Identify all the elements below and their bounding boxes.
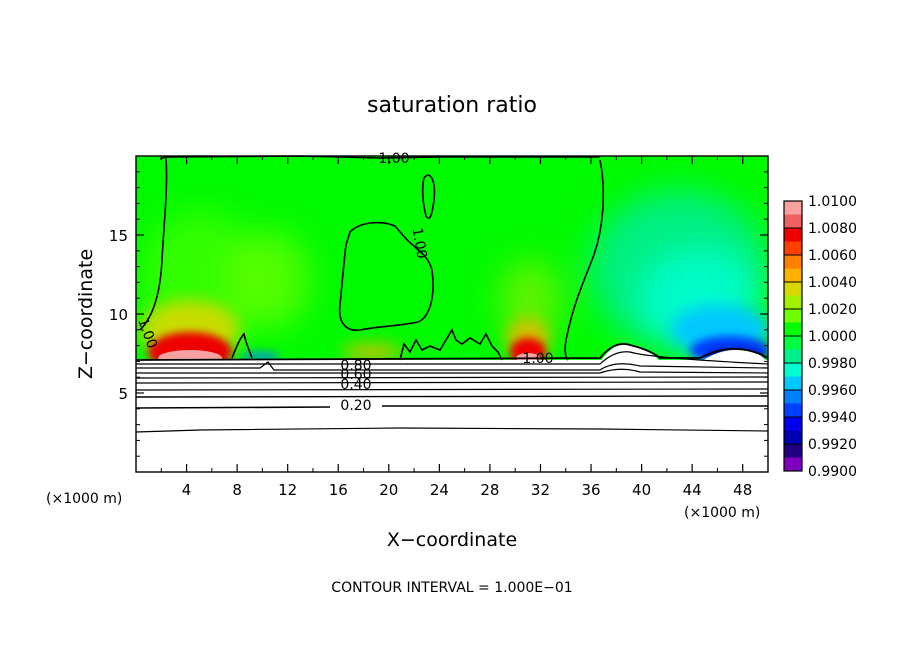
contour-1-00-thin	[421, 174, 436, 219]
y-axis-ticks: 5 10 15	[109, 171, 768, 457]
field-blob-yellowgreen-left	[230, 230, 310, 330]
contour-1-00-left-arc	[231, 332, 253, 359]
colorbar-label-0.9960: 0.9960	[808, 383, 857, 399]
colorbar-swatch	[784, 349, 802, 364]
colorbar-label-1.0040: 1.0040	[808, 275, 857, 291]
contour-label: 0.20	[340, 398, 371, 414]
colorbar-swatch	[784, 403, 802, 418]
contour-label: 1.00	[522, 351, 553, 367]
x-unit-label: (×1000 m)	[684, 505, 760, 521]
x-tick-label-44: 44	[683, 481, 702, 499]
y-tick-label-15: 15	[109, 227, 128, 245]
contour-1-00-mid-bumps	[399, 328, 503, 361]
field-blob-pink-left	[158, 350, 222, 360]
field-blob-orange-mid	[342, 344, 402, 360]
x-tick-label-16: 16	[329, 481, 348, 499]
colorbar-swatch	[784, 417, 802, 431]
contour-line-10	[135, 427, 769, 433]
colorbar-swatch	[784, 268, 802, 283]
contour-label: 0.40	[340, 377, 371, 393]
contour-line-5	[135, 376, 769, 379]
y-tick-label-5: 5	[118, 385, 128, 403]
colorbar-swatch	[784, 255, 802, 269]
contour-label: 1.00	[378, 151, 409, 167]
colorbar-swatch	[784, 336, 802, 350]
colorbar-label-0.9940: 0.9940	[808, 410, 857, 426]
contour-label: 0.60	[340, 367, 371, 383]
x-tick-label-8: 8	[232, 481, 242, 499]
colorbar-swatch	[784, 282, 802, 296]
colorbar: 1.0100 1.0080 1.0060 1.0040 1.0020 1.0000 0.99…	[783, 194, 857, 480]
colorbar-swatch	[784, 295, 802, 310]
contour-1-00-right	[564, 159, 605, 361]
y-axis-label: Z−coordinate	[75, 249, 97, 379]
contour-1-00-island	[338, 221, 434, 331]
x-axis-ticks: 4 8 12 16 20 24 28 32 36 40 44 48	[160, 156, 752, 499]
field-white-bump-far-right	[703, 349, 766, 360]
contour-line-6	[135, 381, 769, 384]
colorbar-swatch	[784, 376, 802, 391]
contour-line-3	[136, 361, 769, 371]
colorbar-swatch	[784, 214, 802, 229]
y-tick-label-10: 10	[109, 306, 128, 324]
colorbar-label-1.0080: 1.0080	[808, 221, 857, 237]
colorbar-swatch	[784, 430, 802, 445]
contour-line-9	[135, 405, 768, 409]
contour-line-8	[135, 395, 769, 398]
field-blob-yellowgreen-center	[500, 260, 560, 340]
chart-title: saturation ratio	[367, 93, 537, 118]
saturation-field	[136, 156, 768, 360]
colorbar-label-1.0100: 1.0100	[808, 194, 857, 210]
contour-line-7	[135, 388, 769, 391]
colorbar-swatch	[784, 322, 802, 337]
x-tick-label-20: 20	[379, 481, 398, 499]
colorbar-swatch	[784, 309, 802, 323]
colorbar-label-0.9900: 0.9900	[808, 464, 857, 480]
colorbar-swatch	[784, 444, 802, 458]
colorbar-label-0.9920: 0.9920	[808, 437, 857, 453]
contour-lines-lower	[135, 343, 769, 433]
contour-interval-note: CONTOUR INTERVAL = 1.000E−01	[331, 580, 572, 596]
contour-line-1	[135, 343, 769, 361]
colorbar-swatch	[784, 201, 802, 215]
x-tick-label-36: 36	[581, 481, 600, 499]
contour-1-00-top	[159, 155, 600, 160]
colorbar-label-1.0020: 1.0020	[808, 302, 857, 318]
contour-label: 1.00	[408, 226, 429, 259]
colorbar-label-1.0060: 1.0060	[808, 248, 857, 264]
x-tick-label-48: 48	[733, 481, 752, 499]
colorbar-swatch	[784, 363, 802, 377]
colorbar-label-1.0000: 1.0000	[808, 329, 857, 345]
x-tick-label-24: 24	[430, 481, 449, 499]
colorbar-swatch	[784, 457, 802, 472]
x-tick-label-12: 12	[278, 481, 297, 499]
colorbar-swatch	[784, 228, 802, 242]
x-tick-label-32: 32	[531, 481, 550, 499]
contour-line-4	[136, 368, 769, 374]
colorbar-swatch	[784, 390, 802, 404]
field-blob-red-center	[510, 338, 546, 360]
contour-1-00-left	[139, 157, 168, 331]
z-unit-label: (×1000 m)	[46, 491, 122, 507]
contour-label: 0.80	[340, 358, 371, 374]
colorbar-swatch	[784, 241, 802, 256]
contour-labels: 1.001.001.001.000.800.600.400.20	[134, 151, 553, 414]
x-tick-label-40: 40	[632, 481, 651, 499]
contour-line-2	[136, 351, 769, 365]
x-tick-label-4: 4	[182, 481, 192, 499]
colorbar-label-0.9980: 0.9980	[808, 356, 857, 372]
x-axis-label: X−coordinate	[387, 529, 517, 551]
contour-lines-upper	[139, 155, 605, 361]
x-tick-label-28: 28	[480, 481, 499, 499]
